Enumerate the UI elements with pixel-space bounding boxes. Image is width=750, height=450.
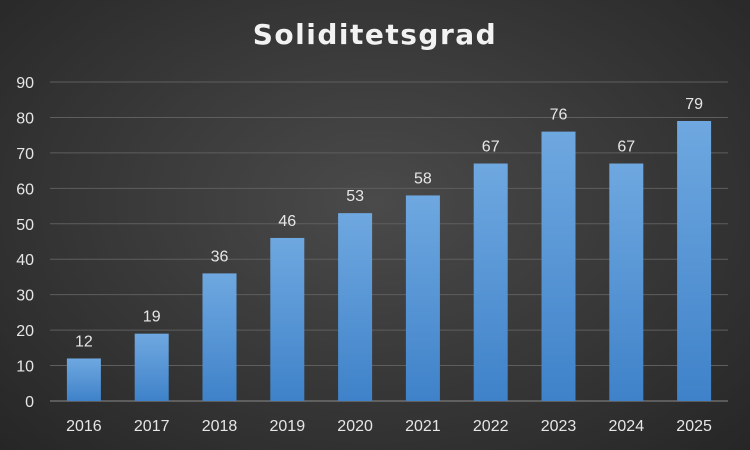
x-tick-label-2024: 2024: [609, 418, 645, 435]
data-label-2020: 53: [346, 188, 364, 205]
y-tick-label: 70: [16, 146, 34, 163]
data-label-2016: 12: [75, 333, 93, 350]
data-labels: 12 19 36 46 53 58 67 76 67 79: [75, 96, 703, 350]
x-tick-label-2025: 2025: [676, 418, 712, 435]
data-label-2019: 46: [278, 213, 296, 230]
y-tick-label: 60: [16, 181, 34, 198]
x-tick-label-2023: 2023: [541, 418, 577, 435]
bars: [66, 120, 712, 401]
y-tick-label: 10: [16, 359, 34, 376]
x-axis-ticks: 2016 2017 2018 2019 2020 2021 2022 2023 2024 2025: [66, 418, 712, 435]
data-label-2021: 58: [414, 170, 432, 187]
bar-2025: [677, 120, 712, 401]
y-tick-label: 20: [16, 323, 34, 340]
bar-2018: [202, 273, 237, 401]
x-tick-label-2019: 2019: [270, 418, 306, 435]
bar-2024: [609, 163, 644, 401]
y-tick-label: 30: [16, 288, 34, 305]
y-tick-label: 80: [16, 110, 34, 127]
data-label-2023: 76: [550, 107, 568, 124]
data-label-2018: 36: [211, 248, 229, 265]
bar-2020: [338, 213, 373, 401]
bar-2017: [134, 333, 169, 401]
x-tick-label-2022: 2022: [473, 418, 509, 435]
x-tick-label-2018: 2018: [202, 418, 238, 435]
x-tick-label-2017: 2017: [134, 418, 170, 435]
x-tick-label-2016: 2016: [66, 418, 102, 435]
y-tick-label: 50: [16, 217, 34, 234]
bar-2019: [270, 237, 305, 401]
bar-2016: [66, 358, 101, 401]
y-tick-label: 0: [25, 394, 34, 411]
y-axis-ticks: 0 10 20 30 40 50 60 70 80 90: [16, 75, 34, 411]
data-label-2025: 79: [685, 96, 703, 113]
y-tick-label: 40: [16, 252, 34, 269]
chart-title: Soliditetsgrad: [252, 18, 498, 51]
x-tick-label-2021: 2021: [405, 418, 441, 435]
data-label-2022: 67: [482, 139, 500, 156]
data-label-2017: 19: [143, 309, 161, 326]
x-tick-label-2020: 2020: [337, 418, 373, 435]
y-tick-label: 90: [16, 75, 34, 92]
bar-2023: [541, 131, 576, 401]
bar-2022: [473, 163, 508, 401]
data-label-2024: 67: [617, 139, 635, 156]
bar-2021: [405, 195, 440, 401]
